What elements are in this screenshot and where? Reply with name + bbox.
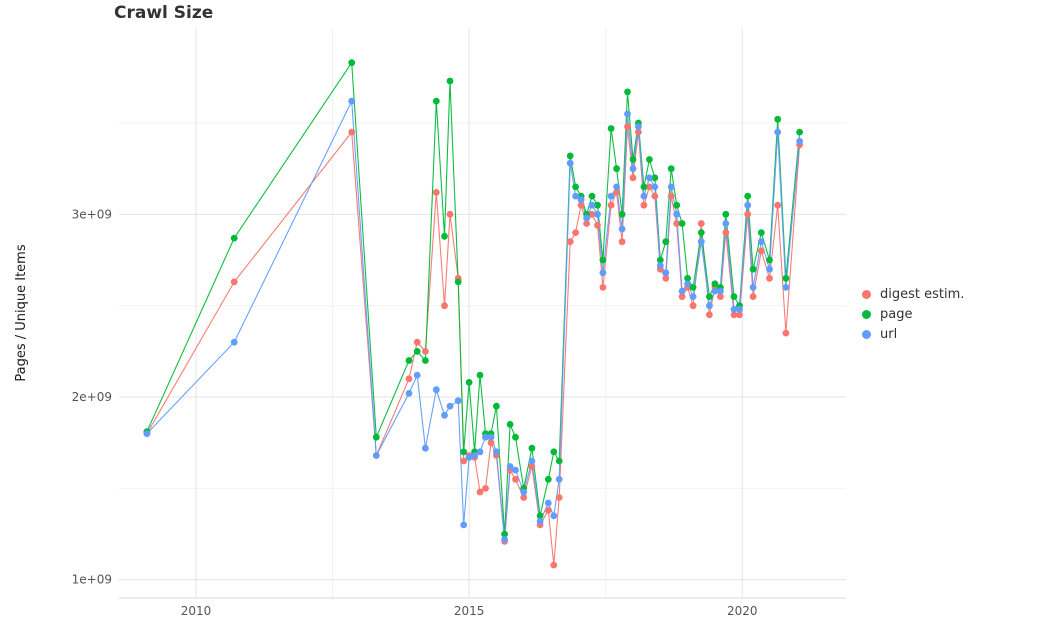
svg-text:3e+09: 3e+09 bbox=[72, 207, 112, 221]
legend: digest estim. page url bbox=[862, 284, 964, 344]
svg-text:2015: 2015 bbox=[454, 604, 485, 618]
legend-item-page: page bbox=[862, 304, 964, 324]
legend-item-url: url bbox=[862, 324, 964, 344]
svg-text:2010: 2010 bbox=[181, 604, 212, 618]
legend-label: page bbox=[880, 306, 913, 322]
legend-dot-icon bbox=[862, 329, 871, 339]
legend-label: url bbox=[880, 326, 898, 342]
svg-text:2e+09: 2e+09 bbox=[72, 390, 112, 404]
legend-dot-icon bbox=[862, 309, 871, 319]
svg-text:1e+09: 1e+09 bbox=[72, 573, 112, 587]
chart-title: Crawl Size bbox=[114, 3, 214, 23]
svg-text:2020: 2020 bbox=[727, 604, 758, 618]
legend-label: digest estim. bbox=[880, 286, 965, 302]
legend-dot-icon bbox=[862, 289, 871, 299]
legend-item-digest: digest estim. bbox=[862, 284, 964, 304]
